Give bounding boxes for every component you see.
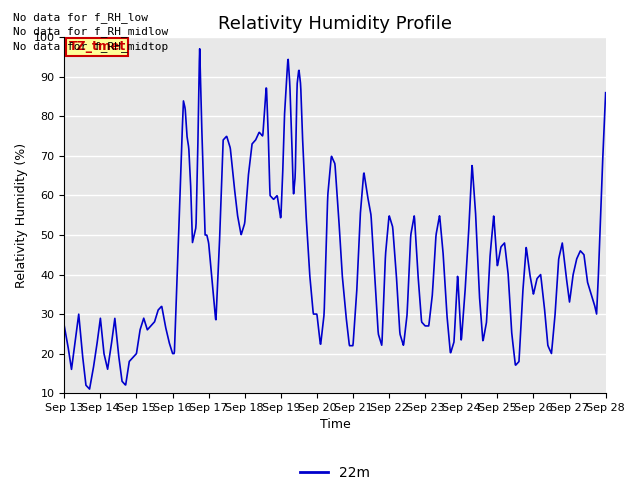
Text: No data for f_RH_midtop: No data for f_RH_midtop: [13, 41, 168, 52]
Legend: 22m: 22m: [294, 461, 376, 480]
X-axis label: Time: Time: [319, 419, 350, 432]
Text: No data for f_RH_midlow: No data for f_RH_midlow: [13, 26, 168, 37]
Text: No data for f_RH_low: No data for f_RH_low: [13, 12, 148, 23]
Y-axis label: Relativity Humidity (%): Relativity Humidity (%): [15, 143, 28, 288]
Text: TZ_tmet: TZ_tmet: [68, 40, 125, 53]
Title: Relativity Humidity Profile: Relativity Humidity Profile: [218, 15, 452, 33]
